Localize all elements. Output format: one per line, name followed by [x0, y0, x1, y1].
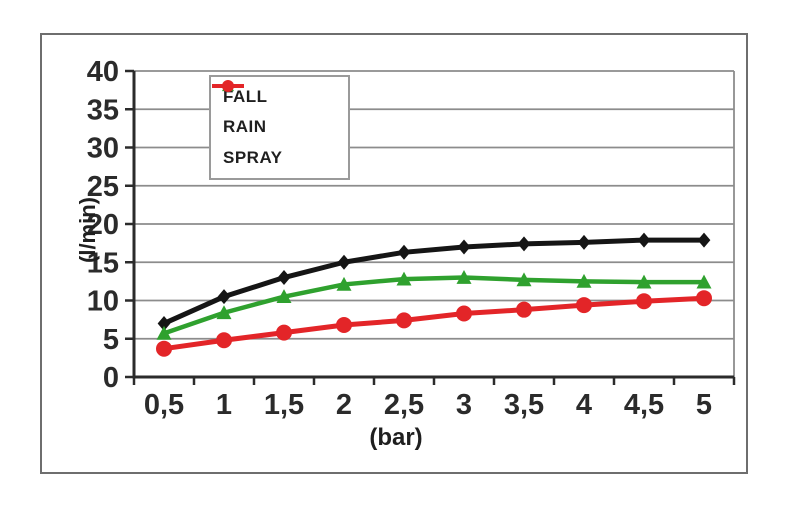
y-tick-label: 20 [87, 209, 119, 241]
circle-marker [696, 290, 712, 307]
y-tick-label: 15 [87, 247, 119, 279]
series-fall [157, 232, 711, 331]
triangle-marker [456, 270, 472, 284]
diamond-marker [277, 270, 291, 286]
y-axis-title: (l/min) [75, 197, 100, 263]
x-tick-label: 1 [216, 389, 232, 421]
series-rain [156, 270, 712, 340]
x-tick-label: 0,5 [144, 389, 184, 421]
series-line-fall [161, 237, 707, 326]
legend-label-spray: SPRAY [223, 147, 283, 167]
triangle-marker [636, 274, 652, 289]
diamond-marker [457, 239, 471, 255]
triangle-marker [576, 273, 592, 288]
triangle-marker [216, 305, 232, 320]
triangle-marker [696, 274, 712, 289]
x-tick-label: 2 [336, 389, 352, 421]
triangle-marker [276, 289, 292, 304]
circle-marker [276, 324, 292, 341]
series-line-spray [161, 295, 707, 352]
circle-marker [216, 332, 232, 349]
diamond-marker [217, 289, 231, 305]
x-tick-label: 4,5 [624, 389, 664, 421]
x-tick-label: 3,5 [504, 389, 544, 421]
y-tick-label: 40 [87, 56, 119, 88]
legend-label-fall: FALL [223, 87, 268, 107]
circle-marker [336, 316, 352, 333]
chart-legend: FALL RAIN SPRAY [209, 75, 350, 180]
diamond-marker [397, 244, 411, 260]
circle-marker [636, 293, 652, 310]
y-tick-label: 10 [87, 286, 119, 318]
y-tick-label: 0 [103, 362, 119, 394]
chart-frame: 0 5 10 15 20 25 30 35 40 0,5 1 1,5 2 2,5 3 3,5 4 4,5 5 (l/… [40, 33, 748, 474]
x-axis-title: (bar) [369, 424, 423, 451]
series-spray [156, 290, 712, 357]
legend-label-rain: RAIN [223, 117, 267, 137]
circle-marker [576, 297, 592, 314]
triangle-marker [396, 271, 412, 286]
spray-series-swatch-icon [212, 80, 244, 92]
diamond-marker [157, 315, 171, 331]
y-tick-label: 5 [103, 324, 119, 356]
circle-marker [222, 80, 234, 92]
diamond-marker [337, 254, 351, 270]
triangle-marker [156, 325, 172, 340]
y-tick-label: 25 [87, 171, 119, 203]
legend-item-spray: SPRAY [212, 80, 344, 172]
x-tick-label: 4 [576, 389, 592, 421]
diamond-marker [697, 232, 711, 248]
triangle-marker [516, 272, 532, 287]
circle-marker [396, 312, 412, 329]
circle-marker [516, 301, 532, 318]
diamond-marker [517, 236, 531, 252]
flow-rate-line-chart: 0 5 10 15 20 25 30 35 40 0,5 1 1,5 2 2,5 3 3,5 4 4,5 5 [87, 56, 736, 421]
diamond-marker [637, 232, 651, 248]
x-tick-label: 3 [456, 389, 472, 421]
diamond-marker [577, 234, 591, 250]
x-tick-label: 5 [696, 389, 712, 421]
legend-item-rain: RAIN [212, 80, 344, 141]
x-tick-label: 2,5 [384, 389, 424, 421]
y-tick-label: 30 [87, 133, 119, 165]
circle-marker [456, 305, 472, 322]
circle-marker [156, 340, 172, 357]
y-tick-label: 35 [87, 94, 119, 126]
triangle-marker [336, 276, 352, 291]
series-line-rain [161, 275, 707, 336]
x-tick-label: 1,5 [264, 389, 304, 421]
